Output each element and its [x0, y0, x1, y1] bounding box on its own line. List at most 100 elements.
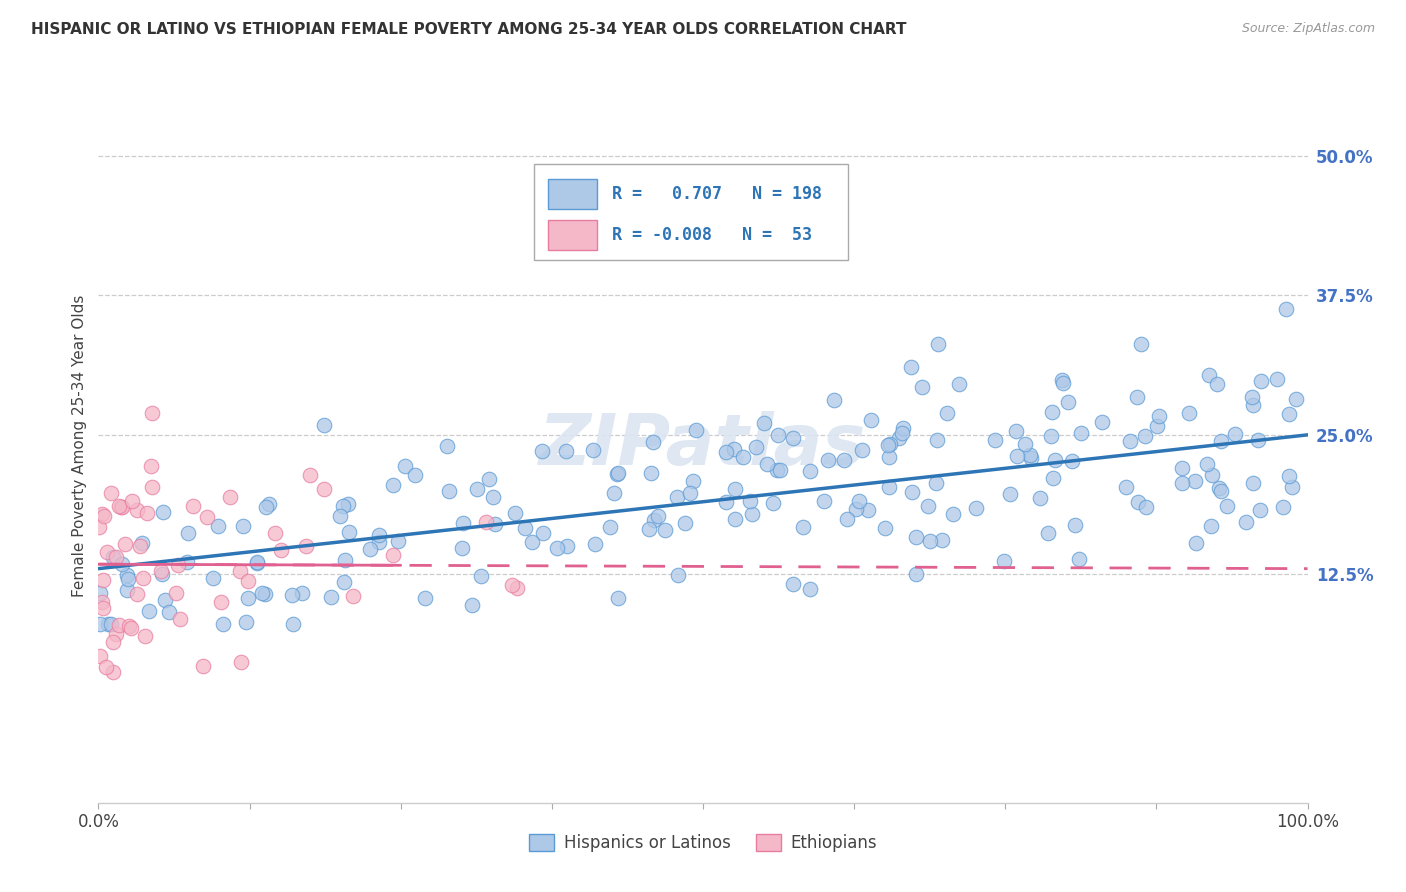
Point [134, 629, 156, 643]
Point [1126, 390, 1149, 404]
Point [799, 582, 821, 597]
Point [1241, 475, 1264, 490]
Point [1091, 415, 1114, 429]
Point [152, 505, 174, 519]
Point [640, 466, 662, 480]
Point [1178, 406, 1201, 420]
Point [1021, 451, 1043, 466]
Bar [548, 219, 596, 250]
Point [254, 500, 277, 514]
Point [470, 568, 492, 582]
Point [925, 433, 948, 447]
Point [904, 530, 927, 544]
Point [329, 508, 352, 523]
Point [115, 582, 138, 597]
Point [125, 503, 148, 517]
Point [281, 588, 304, 602]
Point [368, 528, 391, 542]
Point [437, 484, 460, 499]
Point [901, 484, 924, 499]
Point [799, 464, 821, 478]
Point [606, 591, 628, 606]
Point [911, 380, 934, 394]
Point [1067, 552, 1090, 566]
Text: HISPANIC OR LATINO VS ETHIOPIAN FEMALE POVERTY AMONG 25-34 YEAR OLDS CORRELATION: HISPANIC OR LATINO VS ETHIOPIAN FEMALE P… [31, 22, 907, 37]
Point [181, 499, 204, 513]
Point [91, 508, 114, 522]
Point [231, 519, 253, 533]
Point [342, 589, 364, 603]
Point [235, 615, 257, 630]
Point [935, 406, 957, 420]
Point [87, 520, 110, 534]
Point [1050, 373, 1073, 387]
Point [769, 462, 792, 476]
Point [877, 450, 900, 465]
Point [1149, 409, 1171, 424]
Text: R =   0.707   N = 198: R = 0.707 N = 198 [613, 186, 823, 203]
Point [965, 500, 987, 515]
Point [900, 359, 922, 374]
Point [100, 485, 122, 500]
Point [1184, 474, 1206, 488]
Point [101, 549, 124, 564]
Point [1281, 480, 1303, 494]
Point [93, 508, 115, 523]
Point [332, 499, 354, 513]
Point [1241, 390, 1264, 404]
Point [856, 503, 879, 517]
Point [121, 494, 143, 508]
Point [643, 435, 665, 450]
Point [1275, 302, 1298, 317]
Point [1135, 500, 1157, 515]
Point [1038, 525, 1060, 540]
Point [1198, 368, 1220, 383]
Point [724, 512, 747, 526]
Point [890, 425, 912, 440]
Point [118, 619, 141, 633]
Point [413, 591, 436, 606]
Point [931, 533, 953, 548]
Point [114, 536, 136, 550]
Point [110, 500, 132, 515]
Point [1277, 468, 1299, 483]
Point [201, 571, 224, 585]
Point [107, 500, 129, 514]
Point [1115, 480, 1137, 494]
Legend: Hispanics or Latinos, Ethiopians: Hispanics or Latinos, Ethiopians [522, 827, 884, 859]
Point [484, 517, 506, 532]
Point [359, 542, 381, 557]
Point [546, 541, 568, 555]
Point [993, 554, 1015, 568]
Point [948, 377, 970, 392]
Point [1126, 494, 1149, 508]
Point [218, 490, 240, 504]
Point [394, 459, 416, 474]
Point [478, 472, 501, 486]
Point [236, 574, 259, 588]
Point [246, 555, 269, 569]
Point [851, 442, 873, 457]
Point [1267, 372, 1289, 386]
Point [101, 635, 124, 649]
Point [666, 491, 689, 505]
Point [169, 612, 191, 626]
Point [679, 486, 702, 500]
Point [136, 506, 159, 520]
Point [177, 526, 200, 541]
Point [876, 438, 898, 452]
Point [832, 453, 855, 467]
Point [115, 568, 138, 582]
Point [782, 431, 804, 445]
Point [263, 526, 285, 541]
Point [89, 616, 111, 631]
Point [873, 520, 896, 534]
Point [120, 621, 142, 635]
Point [1133, 429, 1156, 443]
Point [501, 577, 523, 591]
Point [1146, 418, 1168, 433]
Point [1249, 502, 1271, 516]
Point [1119, 434, 1142, 448]
Point [104, 550, 127, 565]
Point [583, 537, 606, 551]
